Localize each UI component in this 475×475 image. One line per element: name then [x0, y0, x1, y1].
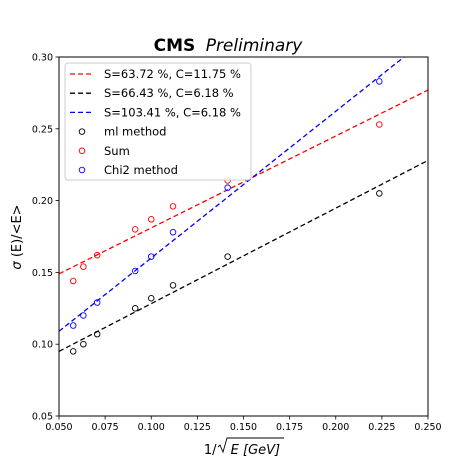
y-tick-label: 0.20 — [32, 196, 53, 207]
x-tick-label: 0.175 — [276, 422, 303, 433]
data-point — [169, 282, 177, 289]
legend-marker-swatch — [78, 166, 86, 174]
data-point — [169, 203, 177, 210]
legend-label: ml method — [104, 125, 166, 139]
data-point — [147, 216, 155, 223]
legend-label: Sum — [104, 144, 130, 158]
y-tick-label: 0.30 — [32, 53, 53, 64]
x-axis-label-radicand: E [GeV] — [231, 443, 280, 458]
legend-label: Chi2 method — [104, 163, 178, 177]
data-point — [376, 121, 383, 128]
data-point — [131, 305, 139, 312]
x-axis-label-radical-sign — [217, 437, 284, 454]
y-tick-label: 0.25 — [32, 124, 53, 135]
y-axis-label-rest: (E)/<E> — [10, 204, 25, 257]
fit-line-0 — [59, 89, 428, 275]
data-point — [93, 299, 101, 306]
x-tick-label: 0.225 — [368, 422, 395, 433]
legend-marker-swatch — [78, 147, 86, 155]
data-point — [169, 228, 177, 236]
chart-title-bold: CMS — [154, 36, 196, 56]
x-tick-label: 0.050 — [45, 422, 72, 433]
x-tick-label: 0.200 — [322, 422, 349, 433]
data-point — [80, 263, 87, 270]
legend: S=63.72 %, C=11.75 % S=66.43 %, C=6.18 % S… — [64, 62, 252, 181]
x-tick-label: 0.075 — [92, 422, 119, 433]
legend-box — [64, 62, 252, 181]
chart-title: CMS Preliminary — [154, 36, 304, 56]
y-axis-label-sigma: σ — [10, 261, 25, 270]
x-tick-label: 0.100 — [138, 422, 165, 433]
chart-title-italic: Preliminary — [206, 36, 304, 56]
x-tick-label: 0.150 — [230, 422, 257, 433]
data-point — [69, 348, 77, 355]
data-point — [93, 251, 101, 259]
plot-area — [59, 57, 428, 355]
data-point — [376, 190, 383, 197]
data-point — [147, 294, 155, 302]
x-axis-label-prefix: 1/ — [204, 443, 217, 458]
y-tick-label: 0.15 — [32, 268, 53, 279]
y-tick-label: 0.05 — [32, 412, 53, 423]
data-point — [147, 253, 155, 260]
legend-marker-swatch — [78, 128, 86, 135]
data-point — [80, 312, 87, 319]
data-point — [131, 267, 139, 275]
data-point — [80, 340, 87, 348]
fit-line-2 — [59, 57, 405, 332]
legend-label: S=63.72 %, C=11.75 % — [104, 67, 241, 81]
y-axis-label: σ (E)/<E> — [10, 204, 25, 269]
data-point — [376, 78, 383, 85]
x-axis-label: 1/ E [GeV] — [204, 443, 280, 458]
legend-label: S=103.41 %, C=6.18 % — [104, 105, 241, 119]
data-point — [224, 253, 231, 260]
x-tick-label: 0.250 — [414, 422, 441, 433]
data-point — [69, 322, 77, 329]
legend-label: S=66.43 %, C=6.18 % — [104, 86, 234, 100]
axis-ticks: 0.050 0.075 0.100 0.125 0.150 0.175 0.200 0.225… — [32, 53, 442, 434]
data-point — [224, 184, 231, 191]
data-point — [69, 277, 77, 285]
y-tick-label: 0.10 — [32, 340, 53, 351]
fit-line-1 — [59, 159, 428, 352]
data-point — [131, 226, 139, 233]
data-point — [93, 330, 101, 338]
x-tick-label: 0.125 — [184, 422, 211, 433]
